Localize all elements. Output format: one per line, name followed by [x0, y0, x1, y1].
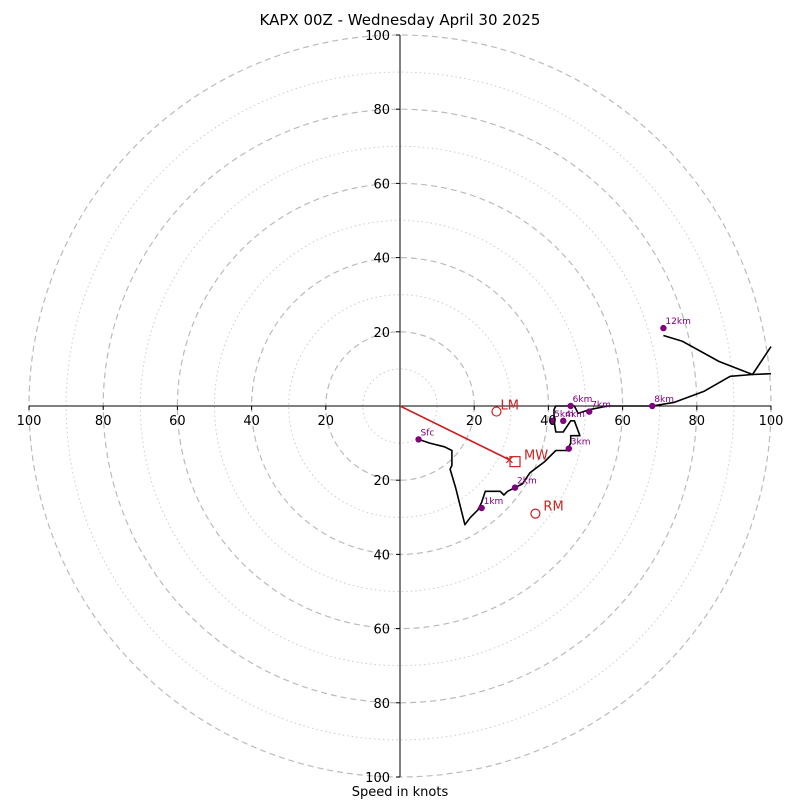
x-tick-label: 80 — [95, 414, 112, 429]
x-tick-label: 60 — [169, 414, 186, 429]
height-marker-sfc — [415, 436, 422, 443]
height-marker-7km — [586, 408, 593, 415]
right-mover-label: RM — [543, 500, 563, 515]
hodograph-trace — [418, 334, 772, 526]
height-marker-5km — [548, 417, 556, 425]
height-marker-4km — [560, 417, 567, 425]
x-tick-label: 40 — [540, 414, 557, 429]
left-mover-marker — [491, 406, 502, 417]
height-label-8km: 8km — [654, 395, 674, 405]
height-label-2km: 2km — [517, 477, 537, 487]
x-tick-label: 100 — [17, 414, 42, 429]
height-label-12km: 12km — [665, 317, 690, 327]
right-mover-marker — [530, 508, 541, 519]
y-tick-label: 40 — [373, 548, 390, 563]
y-tick-label: 100 — [365, 29, 390, 44]
chart-title: KAPX 00Z - Wednesday April 30 2025 — [259, 11, 541, 29]
y-tick-label: 80 — [373, 697, 390, 712]
y-tick-label: 80 — [373, 103, 390, 118]
y-tick-label: 20 — [373, 474, 390, 489]
height-marker-8km — [649, 402, 656, 410]
x-axis-label: Speed in knots — [352, 785, 449, 800]
y-tick-label: 60 — [373, 177, 390, 192]
y-tick-label: 60 — [373, 623, 390, 638]
y-tick-label: 100 — [365, 771, 390, 786]
tick-labels: 100 80 60 40 20 20 40 60 80 100 100 80 60 40 20 20 40 60 8… — [17, 29, 784, 786]
mean-wind-label: MW — [524, 449, 548, 464]
height-label-4km: 4km — [565, 410, 585, 420]
height-marker-12km — [660, 324, 667, 332]
height-label-6km: 6km — [573, 395, 593, 405]
height-label-sfc: Sfc — [421, 428, 435, 438]
height-marker-1km — [478, 504, 485, 512]
hodograph-upper-line — [663, 334, 772, 376]
y-tick-label: 20 — [373, 326, 390, 341]
mean-wind-vector — [399, 405, 510, 461]
x-tick-label: 20 — [318, 414, 335, 429]
height-label-3km: 3km — [571, 438, 591, 448]
height-marker-6km — [567, 402, 574, 410]
hodograph-line — [418, 372, 772, 526]
x-tick-label: 40 — [243, 414, 260, 429]
x-tick-label: 100 — [759, 414, 784, 429]
height-label-5km: 5km — [554, 410, 574, 420]
height-marker-3km — [565, 445, 573, 452]
x-tick-label: 60 — [614, 414, 631, 429]
mean-wind-marker — [509, 456, 521, 468]
x-tick-label: 80 — [689, 414, 706, 429]
y-tick-label: 40 — [373, 252, 390, 267]
height-label-1km: 1km — [484, 497, 504, 507]
height-marker-2km — [511, 484, 519, 491]
height-label-7km: 7km — [591, 401, 611, 411]
left-mover-label: LM — [500, 399, 518, 414]
storm-motion: LM MW RM — [399, 399, 564, 519]
x-tick-label: 20 — [466, 414, 483, 429]
